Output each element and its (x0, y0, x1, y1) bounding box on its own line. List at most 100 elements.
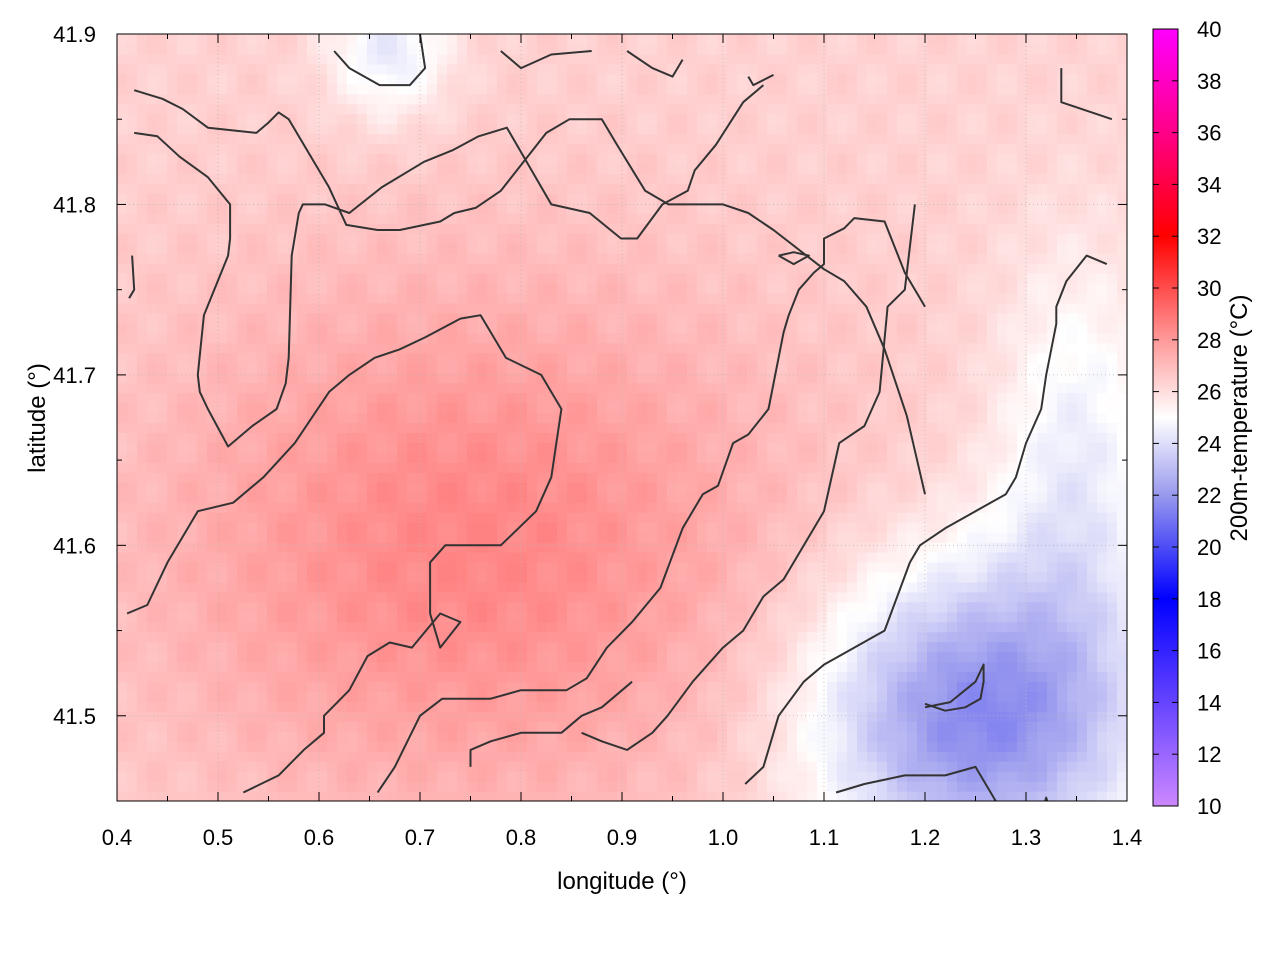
heatmap-cell (247, 611, 258, 623)
heatmap-cell (227, 711, 238, 722)
heatmap-cell (717, 312, 728, 324)
heatmap-cell (317, 711, 328, 722)
heatmap-cell (577, 791, 588, 801)
heatmap-cell (307, 283, 318, 294)
heatmap-cell (137, 113, 148, 125)
heatmap-cell (487, 332, 498, 344)
heatmap-cell (677, 581, 688, 593)
heatmap-cell (687, 611, 698, 623)
heatmap-cell (637, 761, 648, 772)
heatmap-cell (327, 203, 338, 214)
heatmap-cell (637, 522, 648, 533)
heatmap-cell (537, 711, 548, 722)
heatmap-cell (257, 93, 268, 105)
heatmap-cell (517, 462, 528, 473)
heatmap-cell (537, 512, 548, 523)
heatmap-cell (477, 442, 488, 453)
heatmap-cell (467, 73, 478, 85)
heatmap-cell (247, 183, 258, 194)
heatmap-cell (137, 751, 148, 762)
heatmap-cell (497, 322, 508, 334)
heatmap-cell (207, 542, 218, 553)
heatmap-cell (307, 761, 318, 772)
heatmap-cell (567, 83, 578, 95)
heatmap-cell (407, 761, 418, 772)
heatmap-cell (547, 163, 558, 175)
heatmap-cell (517, 561, 528, 573)
heatmap-cell (177, 771, 188, 782)
heatmap-cell (447, 312, 458, 324)
heatmap-cell (417, 631, 428, 643)
heatmap-cell (397, 741, 408, 752)
heatmap-cell (297, 731, 308, 742)
heatmap-cell (157, 402, 168, 414)
heatmap-cell (677, 551, 688, 563)
heatmap-cell (407, 661, 418, 673)
heatmap-cell (227, 661, 238, 673)
heatmap-cell (167, 422, 178, 434)
heatmap-cell (197, 143, 208, 155)
heatmap-cell (157, 502, 168, 513)
heatmap-cell (277, 671, 288, 683)
heatmap-cell (147, 233, 158, 244)
heatmap-cell (307, 382, 318, 394)
heatmap-cell (607, 661, 618, 673)
heatmap-cell (257, 711, 268, 722)
heatmap-cell (507, 273, 518, 284)
heatmap-cell (297, 671, 308, 683)
heatmap-cell (637, 233, 648, 244)
heatmap-cell (157, 263, 168, 274)
heatmap-cell (717, 422, 728, 434)
heatmap-cell (667, 163, 678, 175)
heatmap-cell (457, 581, 468, 593)
heatmap-cell (297, 213, 308, 224)
heatmap-cell (347, 253, 358, 264)
heatmap-cell (717, 432, 728, 443)
heatmap-cell (707, 691, 718, 702)
heatmap-cell (167, 771, 178, 782)
heatmap-cell (347, 452, 358, 463)
heatmap-cell (387, 332, 398, 344)
heatmap-cell (477, 581, 488, 593)
heatmap-cell (297, 452, 308, 463)
heatmap-cell (387, 601, 398, 613)
heatmap-cell (217, 173, 228, 185)
heatmap-cell (507, 213, 518, 224)
heatmap-cell (417, 751, 428, 762)
heatmap-cell (337, 551, 348, 563)
heatmap-cell (207, 322, 218, 334)
heatmap-cell (387, 422, 398, 434)
heatmap-cell (127, 312, 138, 324)
heatmap-cell (677, 661, 688, 673)
heatmap-cell (677, 332, 688, 344)
heatmap-cell (447, 223, 458, 234)
heatmap-cell (467, 283, 478, 294)
heatmap-cell (527, 73, 538, 85)
heatmap-cell (607, 711, 618, 722)
heatmap-cell (247, 153, 258, 165)
heatmap-cell (577, 751, 588, 762)
heatmap-cell (307, 392, 318, 404)
heatmap-cell (627, 412, 638, 424)
heatmap-cell (187, 143, 198, 155)
heatmap-cell (307, 462, 318, 473)
heatmap-cell (467, 412, 478, 424)
heatmap-cell (537, 701, 548, 712)
heatmap-cell (187, 223, 198, 234)
heatmap-cell (657, 342, 668, 354)
heatmap-cell (467, 103, 478, 115)
heatmap-cell (127, 113, 138, 125)
heatmap-cell (757, 711, 768, 722)
heatmap-cell (387, 292, 398, 304)
heatmap-cell (357, 601, 368, 613)
heatmap-cell (607, 581, 618, 593)
heatmap-cell (517, 691, 528, 702)
heatmap-cell (367, 362, 378, 374)
heatmap-cell (597, 631, 608, 643)
heatmap-cell (537, 233, 548, 244)
heatmap-cell (567, 273, 578, 284)
heatmap-cell (237, 761, 248, 772)
heatmap-cell (597, 352, 608, 364)
heatmap-cell (577, 163, 588, 175)
heatmap-cell (697, 701, 708, 712)
